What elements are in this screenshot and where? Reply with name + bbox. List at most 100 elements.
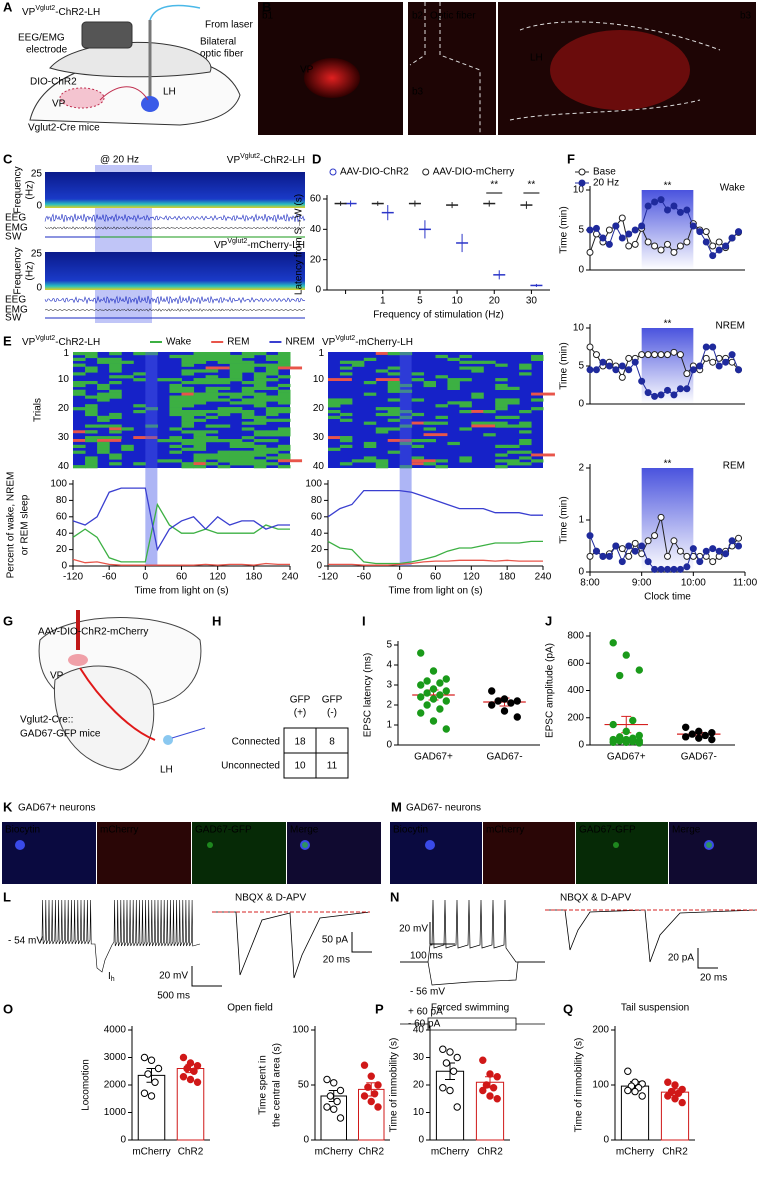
legend-marker [578, 168, 586, 176]
marker [664, 565, 671, 573]
heatmap-cell [85, 395, 98, 399]
heatmap-cell [121, 427, 134, 431]
heatmap-cell [145, 407, 158, 411]
heatmap-cell [241, 436, 255, 440]
y-tick-label: 20 [413, 1080, 425, 1091]
heatmap-cell [399, 410, 413, 414]
heatmap-cell [363, 381, 377, 385]
label: VP [52, 99, 66, 110]
label: DIO-ChR2 [30, 77, 77, 88]
trace [44, 308, 306, 312]
heatmap-cell [328, 404, 341, 408]
heatmap-cell [169, 401, 182, 405]
marker [702, 343, 710, 351]
data-point [488, 687, 496, 695]
heatmap-cell [495, 386, 508, 390]
heatmap-cell [253, 381, 267, 385]
heatmap-cell [97, 444, 110, 448]
heatmap-cell [193, 352, 207, 356]
x-tick-label: mCherry [616, 1147, 654, 1158]
heatmap-cell [241, 398, 255, 402]
marker [599, 358, 607, 366]
heatmap-cell [423, 462, 436, 466]
series-line [72, 558, 290, 566]
heatmap-cell [181, 410, 195, 414]
y-tick-label: 200 [567, 712, 584, 723]
x-tick-label: GAD67- [681, 752, 717, 763]
y-tick-label: 0 [418, 1135, 424, 1146]
heatmap-cell [399, 441, 413, 446]
marker [605, 552, 613, 560]
marker [676, 385, 684, 393]
y-tick-label: 5 [578, 361, 584, 372]
heatmap-cell [277, 398, 291, 402]
marker [625, 542, 633, 550]
title-part: Vglut2 [240, 153, 260, 160]
heatmap-cell [97, 383, 110, 388]
heatmap-cell [85, 407, 98, 411]
label: AAV-DIO-ChR2-mCherry [38, 627, 148, 638]
data-point [629, 737, 637, 746]
heatmap-cell [495, 415, 508, 419]
heatmap-cell [193, 465, 207, 469]
heatmap-cell [483, 410, 496, 414]
y-tick-label: 0 [316, 561, 322, 572]
x-tick-label: ChR2 [477, 1147, 503, 1158]
heatmap-cell [193, 456, 207, 460]
label: VP [50, 671, 64, 682]
tick-label: 25 [31, 249, 43, 260]
heatmap-cell [519, 441, 532, 446]
data-point [609, 720, 617, 729]
panel-label: G [3, 613, 13, 628]
y-tick-label: 100 [592, 1080, 609, 1091]
marker [592, 366, 600, 374]
heatmap-cell [459, 404, 472, 408]
marker [651, 242, 659, 250]
heatmap-cell [328, 415, 341, 419]
heatmap-cell [205, 439, 219, 443]
heatmap-cell [277, 433, 291, 437]
heatmap-cell [217, 378, 231, 382]
heatmap-cell [181, 430, 195, 434]
heatmap-cell [277, 447, 291, 451]
heatmap-cell [411, 444, 425, 448]
legend-label: REM [227, 337, 249, 348]
marker [618, 545, 626, 553]
y-tick-label: 10 [573, 185, 585, 196]
y-tick-label: 400 [567, 685, 584, 696]
heatmap-cell [205, 369, 219, 373]
legend-marker [329, 168, 337, 176]
marker [696, 362, 704, 370]
heatmap-cell [193, 412, 207, 417]
y-tick-label: 5 [578, 225, 584, 236]
heatmap-cell [241, 366, 255, 370]
label: GAD67+ neurons [18, 803, 96, 814]
heatmap-cell [411, 456, 425, 460]
heatmap-cell [73, 407, 86, 411]
heatmap-cell [531, 354, 544, 359]
heatmap-cell [399, 465, 413, 469]
heatmap-cell [495, 421, 508, 425]
heatmap-cell [121, 360, 134, 364]
heatmap-cell [387, 386, 401, 390]
marker [728, 537, 736, 545]
heatmap-cell [265, 395, 279, 399]
data-point [179, 1073, 188, 1081]
heatmap-cell [229, 410, 243, 414]
heatmap-cell [447, 401, 460, 405]
image-tag: b3 [412, 87, 424, 98]
heatmap-cell [253, 444, 267, 448]
heatmap-cell [483, 360, 496, 364]
data-point [453, 1103, 461, 1111]
marker [715, 238, 723, 246]
heatmap-cell [169, 386, 182, 390]
marker [651, 392, 659, 400]
x-tick-label: 10:00 [681, 578, 706, 589]
heatmap-cell [328, 401, 341, 405]
heatmap-cell [85, 352, 98, 356]
data-point [493, 1073, 501, 1081]
heatmap-cell [435, 415, 448, 419]
data-point [423, 689, 431, 697]
heatmap-cell [435, 421, 448, 425]
marker [586, 226, 594, 234]
